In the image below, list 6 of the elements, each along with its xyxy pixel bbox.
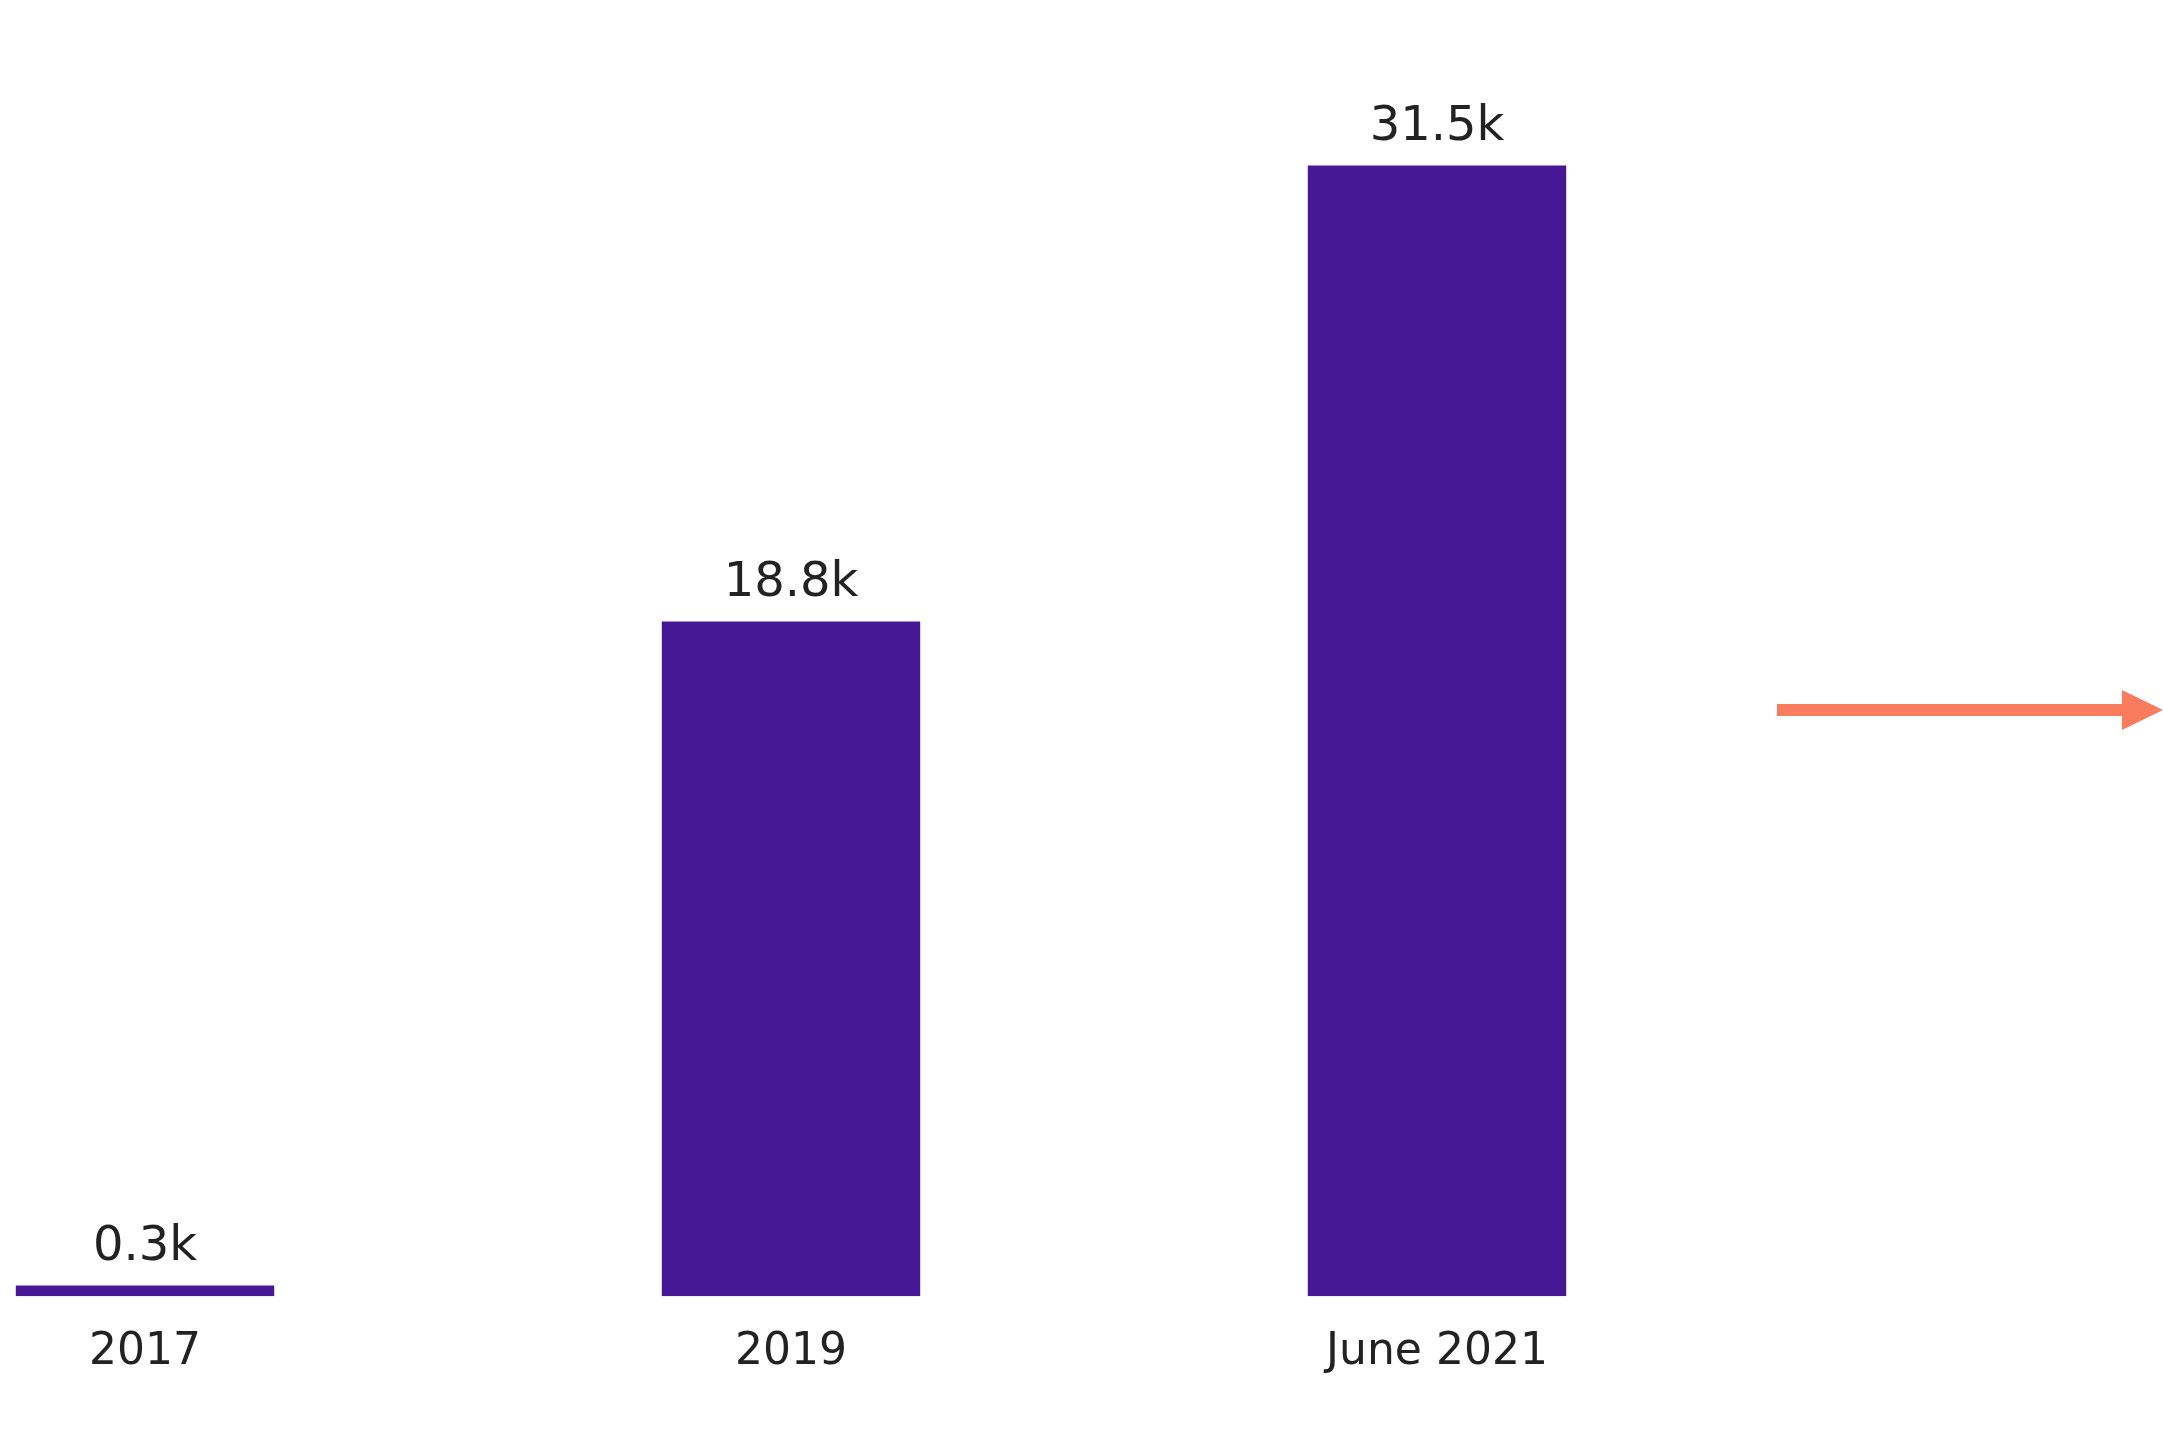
x-tick-label: 2019 (735, 1323, 847, 1375)
data-label: 18.8k (723, 550, 859, 607)
data-label: 31.5k (1369, 95, 1505, 152)
x-tick-label: 2017 (89, 1323, 201, 1375)
x-tick-label: June 2021 (1323, 1323, 1548, 1375)
data-label: 0.3k (92, 1214, 198, 1271)
